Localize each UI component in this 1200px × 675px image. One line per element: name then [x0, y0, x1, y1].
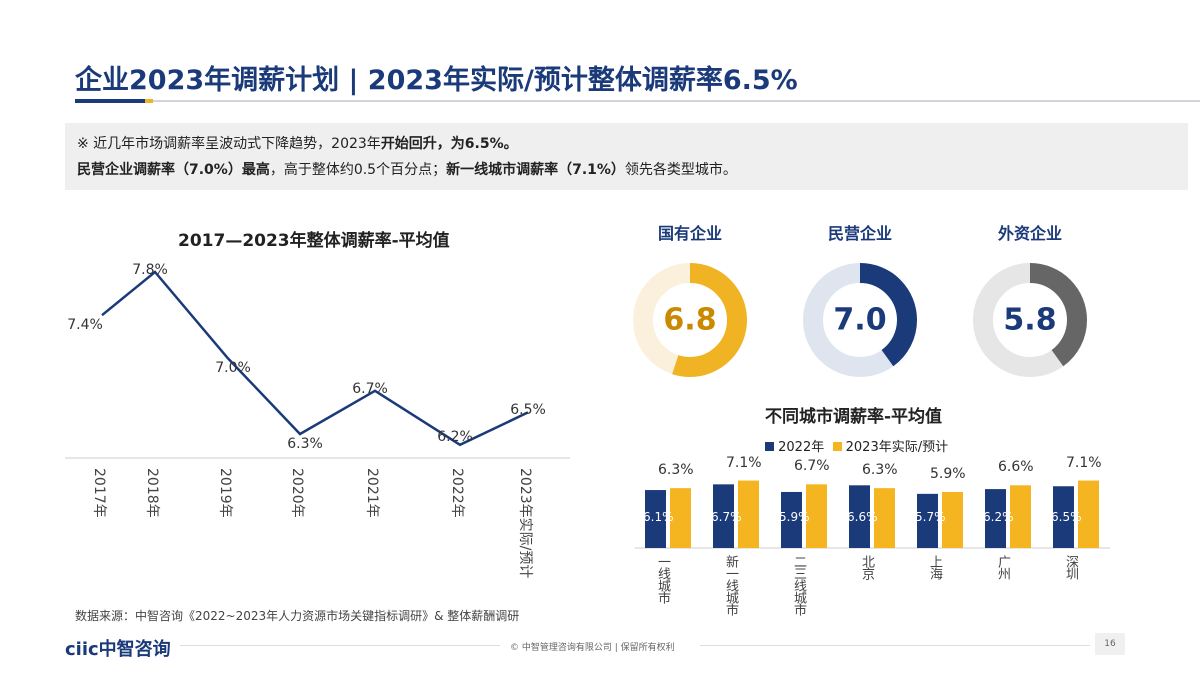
- data-label: 7.0%: [215, 360, 251, 377]
- x-tick-label: 深圳: [1063, 555, 1078, 579]
- data-label: 6.5%: [510, 402, 546, 419]
- bar-chart-title: 不同城市调薪率-平均值: [765, 407, 943, 427]
- note-text: 领先各类型城市。: [624, 162, 737, 178]
- bar-label-2023: 6.3%: [658, 462, 694, 479]
- page-title: 企业2023年调薪计划 | 2023年实际/预计整体调薪率6.5%: [75, 65, 798, 96]
- note-text: ※ 近几年市场调薪率呈波动式下降趋势，2023年: [77, 136, 381, 152]
- legend-label-2022: 2022年: [778, 440, 825, 455]
- note-highlight: 开始回升，为6.5%。: [380, 136, 518, 152]
- bar-legend: 2022年 2023年实际/预计: [765, 436, 948, 455]
- donut-value: 7.0: [833, 302, 887, 338]
- x-tick-label: 2020年: [289, 468, 305, 518]
- x-tick-label: 上海: [927, 555, 942, 579]
- note-text: ，高于整体约0.5个百分点；: [269, 162, 447, 178]
- footer-divider: [180, 645, 500, 646]
- x-tick-label: 2018年: [144, 468, 160, 518]
- data-source: 数据来源：中智咨询《2022~2023年人力资源市场关键指标调研》& 整体薪酬调…: [75, 609, 520, 623]
- bar-label-2022: 5.7%: [915, 510, 946, 524]
- x-tick-label: 2021年: [364, 468, 380, 518]
- data-label: 6.2%: [437, 428, 473, 445]
- bar-label-2022: 5.9%: [779, 510, 810, 524]
- x-tick-label: 2019年: [217, 468, 233, 518]
- bar-label-2023: 7.1%: [726, 454, 762, 471]
- bar-label-2022: 6.6%: [847, 510, 878, 524]
- legend-label-2023: 2023年实际/预计: [845, 440, 949, 455]
- x-tick-label: 一线城市: [655, 555, 670, 603]
- x-tick-label: 新一线城市: [723, 555, 738, 615]
- donut-title: 外资企业: [997, 224, 1063, 243]
- bar-label-2022: 6.5%: [1051, 510, 1082, 524]
- x-tick-label: 北京: [859, 555, 874, 579]
- bar-label-2023: 6.7%: [794, 458, 830, 475]
- line-chart-title: 2017—2023年整体调薪率-平均值: [178, 231, 450, 251]
- x-tick-label: 广州: [995, 555, 1010, 579]
- legend-swatch-2022: [765, 442, 774, 451]
- donut-title: 国有企业: [657, 224, 723, 243]
- title-accent: [75, 99, 150, 103]
- summary-note: ※ 近几年市场调薪率呈波动式下降趋势，2023年开始回升，为6.5%。 民营企业…: [65, 123, 1188, 190]
- data-label: 7.4%: [67, 317, 103, 334]
- footer-divider: [700, 645, 1090, 646]
- ciic-logo: ciic中智咨询: [65, 639, 171, 660]
- donut-title: 民营企业: [827, 224, 893, 243]
- x-tick-label: 二三线城市: [791, 555, 806, 615]
- data-label: 6.7%: [352, 380, 388, 397]
- bar-label-2023: 6.6%: [998, 459, 1034, 476]
- x-tick-label: 2017年: [91, 468, 107, 518]
- bar-label-2023: 7.1%: [1066, 454, 1102, 471]
- donut-value: 6.8: [663, 302, 717, 338]
- bar-label-2023: 6.3%: [862, 462, 898, 479]
- note-highlight: 新一线城市调薪率（7.1%）: [446, 162, 625, 178]
- bar-label-2023: 5.9%: [930, 465, 966, 482]
- donut-value: 5.8: [1003, 302, 1057, 338]
- legend-swatch-2023: [832, 442, 842, 451]
- x-tick-label: 2023年实际/预计: [517, 468, 533, 579]
- bar-label-2022: 6.2%: [983, 510, 1014, 524]
- data-label: 7.8%: [132, 262, 168, 278]
- data-label: 6.3%: [287, 436, 323, 452]
- bar-label-2022: 6.7%: [711, 510, 742, 524]
- title-accent-dot: [145, 99, 153, 103]
- note-highlight: 民营企业调薪率（7.0%）最高: [77, 162, 270, 178]
- x-tick-label: 2022年: [449, 468, 465, 518]
- copyright: © 中智管理咨询有限公司 | 保留所有权利: [510, 643, 675, 653]
- title-divider: [75, 100, 1200, 102]
- line-series: [101, 270, 529, 447]
- bar-label-2022: 6.1%: [643, 510, 674, 524]
- page-number: 16: [1095, 633, 1125, 655]
